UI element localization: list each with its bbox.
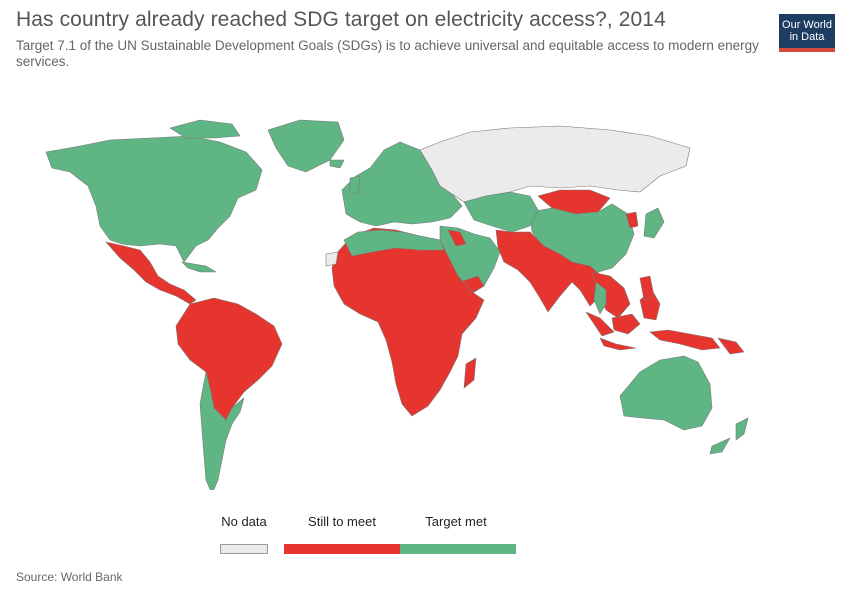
region-japan[interactable]: [643, 207, 665, 239]
region-iraq[interactable]: [447, 229, 467, 247]
logo-line-2: in Data: [789, 31, 825, 43]
legend-label-met: Target met: [425, 514, 487, 529]
region-western-sahara[interactable]: [325, 251, 339, 267]
chart-title: Has country already reached SDG target o…: [16, 8, 666, 31]
region-madagascar[interactable]: [463, 357, 477, 389]
legend-label-still: Still to meet: [308, 514, 376, 529]
region-north-america[interactable]: [45, 135, 263, 263]
region-uk-iceland[interactable]: [329, 159, 361, 195]
legend-swatch-still[interactable]: [284, 544, 400, 554]
legend: No data Still to meet Target met: [210, 512, 530, 562]
region-europe[interactable]: [341, 141, 463, 227]
region-north-africa[interactable]: [343, 229, 445, 257]
legend-swatch-no-data[interactable]: [220, 544, 268, 554]
region-png[interactable]: [717, 337, 745, 355]
logo-line-1: Our World: [782, 19, 832, 31]
region-indonesia[interactable]: [585, 289, 721, 351]
chart-subtitle: Target 7.1 of the UN Sustainable Develop…: [16, 38, 759, 69]
region-south-america-north[interactable]: [175, 297, 283, 421]
region-thailand[interactable]: [593, 281, 607, 315]
world-map: [45, 119, 749, 490]
region-mexico-central-america[interactable]: [105, 241, 197, 305]
source-note[interactable]: Source: World Bank: [16, 570, 123, 584]
owid-logo[interactable]: Our World in Data: [779, 14, 835, 52]
region-south-america-south[interactable]: [199, 371, 245, 490]
legend-swatch-met[interactable]: [400, 544, 516, 554]
region-central-asia[interactable]: [463, 191, 539, 233]
legend-label-no-data: No data: [221, 514, 267, 529]
region-philippines[interactable]: [639, 275, 655, 301]
region-australia[interactable]: [619, 355, 713, 431]
region-caribbean[interactable]: [181, 261, 217, 273]
region-russia[interactable]: [419, 125, 691, 203]
region-canadian-arctic[interactable]: [169, 119, 241, 139]
region-korea[interactable]: [625, 211, 639, 229]
region-new-zealand[interactable]: [709, 417, 749, 455]
region-south-asia[interactable]: [495, 229, 605, 313]
